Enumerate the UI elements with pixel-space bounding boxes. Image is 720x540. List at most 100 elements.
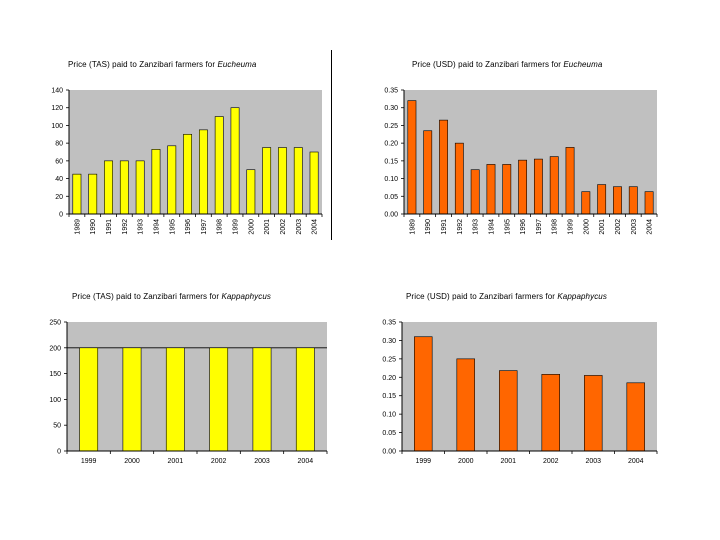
usd-eucheuma-bar-2000	[581, 191, 591, 215]
usd-eucheuma-ytick-label: 0.15	[384, 158, 398, 165]
usd-eucheuma-xtick-label: 1991	[441, 219, 448, 235]
chart-title-prefix: Price (USD) paid to Zanzibari farmers fo…	[412, 60, 564, 69]
chart-title-prefix: Price (TAS) paid to Zanzibari farmers fo…	[68, 60, 218, 69]
usd-eucheuma-ytick-label: 0.25	[384, 123, 398, 130]
usd-eucheuma-bar-1991	[439, 119, 448, 215]
usd-kappaphycus-ytick-label: 0.10	[382, 412, 396, 419]
tas-eucheuma-xtick-label: 1995	[169, 219, 176, 235]
tas-eucheuma-bar-1996	[183, 133, 193, 215]
usd-kappaphycus-ytick-label: 0.05	[382, 430, 396, 437]
usd-kappaphycus-ytick-label: 0.20	[382, 375, 396, 382]
tas-kappaphycus-bar-2004	[295, 347, 315, 452]
tas-eucheuma-xtick-label: 1989	[74, 219, 81, 235]
usd-kappaphycus-bar-1999	[414, 336, 433, 452]
usd-eucheuma-xtick-label: 1992	[457, 219, 464, 235]
tas-eucheuma-bar-2003	[293, 147, 303, 215]
tas-kappaphycus-ytick-label: 200	[49, 345, 61, 352]
usd-eucheuma-xtick-label: 1998	[552, 219, 559, 235]
tas-eucheuma-bar-1990	[88, 173, 98, 215]
tas-eucheuma-ytick-label: 0	[59, 212, 63, 219]
chart-title-usd-eucheuma: Price (USD) paid to Zanzibari farmers fo…	[412, 60, 602, 69]
usd-kappaphycus-ytick-label: 0.00	[382, 449, 396, 456]
usd-eucheuma-xtick-label: 2004	[647, 219, 654, 235]
chart-title-species: Kappaphycus	[221, 292, 272, 301]
usd-kappaphycus-ytick-label: 0.35	[382, 320, 396, 327]
vertical-divider	[331, 50, 332, 240]
usd-eucheuma-xtick-label: 1993	[473, 219, 480, 235]
tas-eucheuma-ytick-label: 100	[51, 123, 63, 130]
usd-eucheuma-xtick-label: 1990	[425, 219, 432, 235]
usd-eucheuma-xtick-label: 1999	[568, 219, 575, 235]
usd-eucheuma-xtick-label: 2000	[583, 219, 590, 235]
tas-kappaphycus-bar-1999	[79, 347, 99, 452]
tas-eucheuma-bar-1998	[214, 116, 224, 215]
tas-kappaphycus-bar-2003	[252, 347, 272, 452]
chart-title-usd-kappaphycus: Price (USD) paid to Zanzibari farmers fo…	[406, 292, 607, 301]
tas-eucheuma-ytick-label: 140	[51, 88, 63, 95]
tas-eucheuma-xtick-label: 2002	[280, 219, 287, 235]
tas-eucheuma-ytick-label: 80	[55, 141, 63, 148]
chart-title-prefix: Price (USD) paid to Zanzibari farmers fo…	[406, 292, 558, 301]
tas-eucheuma-bar-1995	[167, 145, 177, 215]
usd-kappaphycus-bar-2002	[541, 374, 560, 452]
usd-eucheuma-bar-2001	[597, 184, 607, 215]
tas-kappaphycus-ytick-label: 100	[49, 397, 61, 404]
tas-kappaphycus-ytick-label: 150	[49, 371, 61, 378]
tas-kappaphycus-bar-2000	[122, 347, 142, 452]
tas-eucheuma-xtick-label: 1996	[185, 219, 192, 235]
tas-eucheuma-ytick-label: 40	[55, 176, 63, 183]
usd-kappaphycus-ytick-label: 0.30	[382, 338, 396, 345]
tas-kappaphycus-xtick-label: 2004	[298, 458, 314, 465]
tas-eucheuma-xtick-label: 2001	[264, 219, 271, 235]
usd-eucheuma-bar-1992	[454, 142, 464, 215]
tas-eucheuma-bar-1999	[230, 107, 240, 215]
usd-eucheuma-xtick-label: 2003	[631, 219, 638, 235]
tas-kappaphycus-xtick-label: 1999	[81, 458, 97, 465]
tas-eucheuma-xtick-label: 1990	[90, 219, 97, 235]
tas-eucheuma-ytick-label: 120	[51, 105, 63, 112]
tas-kappaphycus-bar-2002	[209, 347, 229, 452]
usd-kappaphycus-ytick-label: 0.15	[382, 393, 396, 400]
tas-eucheuma-bar-2002	[278, 147, 287, 215]
usd-kappaphycus-xtick-label: 2001	[500, 458, 516, 465]
tas-eucheuma-xtick-label: 2003	[296, 219, 303, 235]
tas-eucheuma-ytick-label: 20	[55, 194, 63, 201]
tas-eucheuma-ytick-label: 60	[55, 158, 63, 165]
usd-eucheuma-bar-1993	[470, 169, 480, 215]
tas-eucheuma-bar-2001	[262, 147, 272, 215]
tas-eucheuma-bar-1993	[135, 160, 145, 215]
usd-kappaphycus-bar-2004	[626, 382, 645, 452]
tas-eucheuma-xtick-label: 1993	[138, 219, 145, 235]
tas-eucheuma-bar-1992	[119, 160, 129, 215]
tas-kappaphycus-bar-2001	[165, 347, 185, 452]
usd-kappaphycus-bar-2000	[456, 358, 475, 452]
usd-eucheuma-ytick-label: 0.00	[384, 212, 398, 219]
usd-eucheuma-bar-1996	[518, 159, 528, 215]
tas-eucheuma-xtick-label: 1997	[201, 219, 208, 235]
tas-eucheuma-xtick-label: 2004	[312, 219, 319, 235]
usd-eucheuma-xtick-label: 1995	[504, 219, 511, 235]
usd-eucheuma-xtick-label: 1989	[409, 219, 416, 235]
chart-title-tas-eucheuma: Price (TAS) paid to Zanzibari farmers fo…	[68, 60, 256, 69]
tas-eucheuma-bar-1989	[72, 173, 82, 215]
tas-kappaphycus-ytick-label: 250	[49, 320, 61, 327]
tas-kappaphycus-ytick-label: 50	[53, 423, 61, 430]
tas-eucheuma-bar-1994	[151, 149, 161, 215]
usd-kappaphycus-xtick-label: 2000	[458, 458, 474, 465]
usd-eucheuma-bar-1989	[407, 100, 417, 215]
tas-eucheuma-xtick-label: 1994	[153, 219, 160, 235]
usd-eucheuma-ytick-label: 0.05	[384, 194, 398, 201]
usd-eucheuma-ytick-label: 0.20	[384, 141, 398, 148]
tas-kappaphycus-plot-area	[67, 322, 327, 451]
usd-kappaphycus-xtick-label: 1999	[415, 458, 431, 465]
usd-kappaphycus-xtick-label: 2003	[585, 458, 601, 465]
tas-eucheuma-xtick-label: 2000	[248, 219, 255, 235]
usd-kappaphycus-bar-2003	[584, 375, 603, 452]
usd-eucheuma-xtick-label: 2002	[615, 219, 622, 235]
chart-title-species: Eucheuma	[217, 60, 257, 69]
tas-eucheuma-xtick-label: 1991	[106, 219, 113, 235]
usd-eucheuma-bar-1990	[423, 130, 433, 215]
tas-kappaphycus-ytick-label: 0	[57, 449, 61, 456]
tas-kappaphycus-xtick-label: 2003	[254, 458, 270, 465]
